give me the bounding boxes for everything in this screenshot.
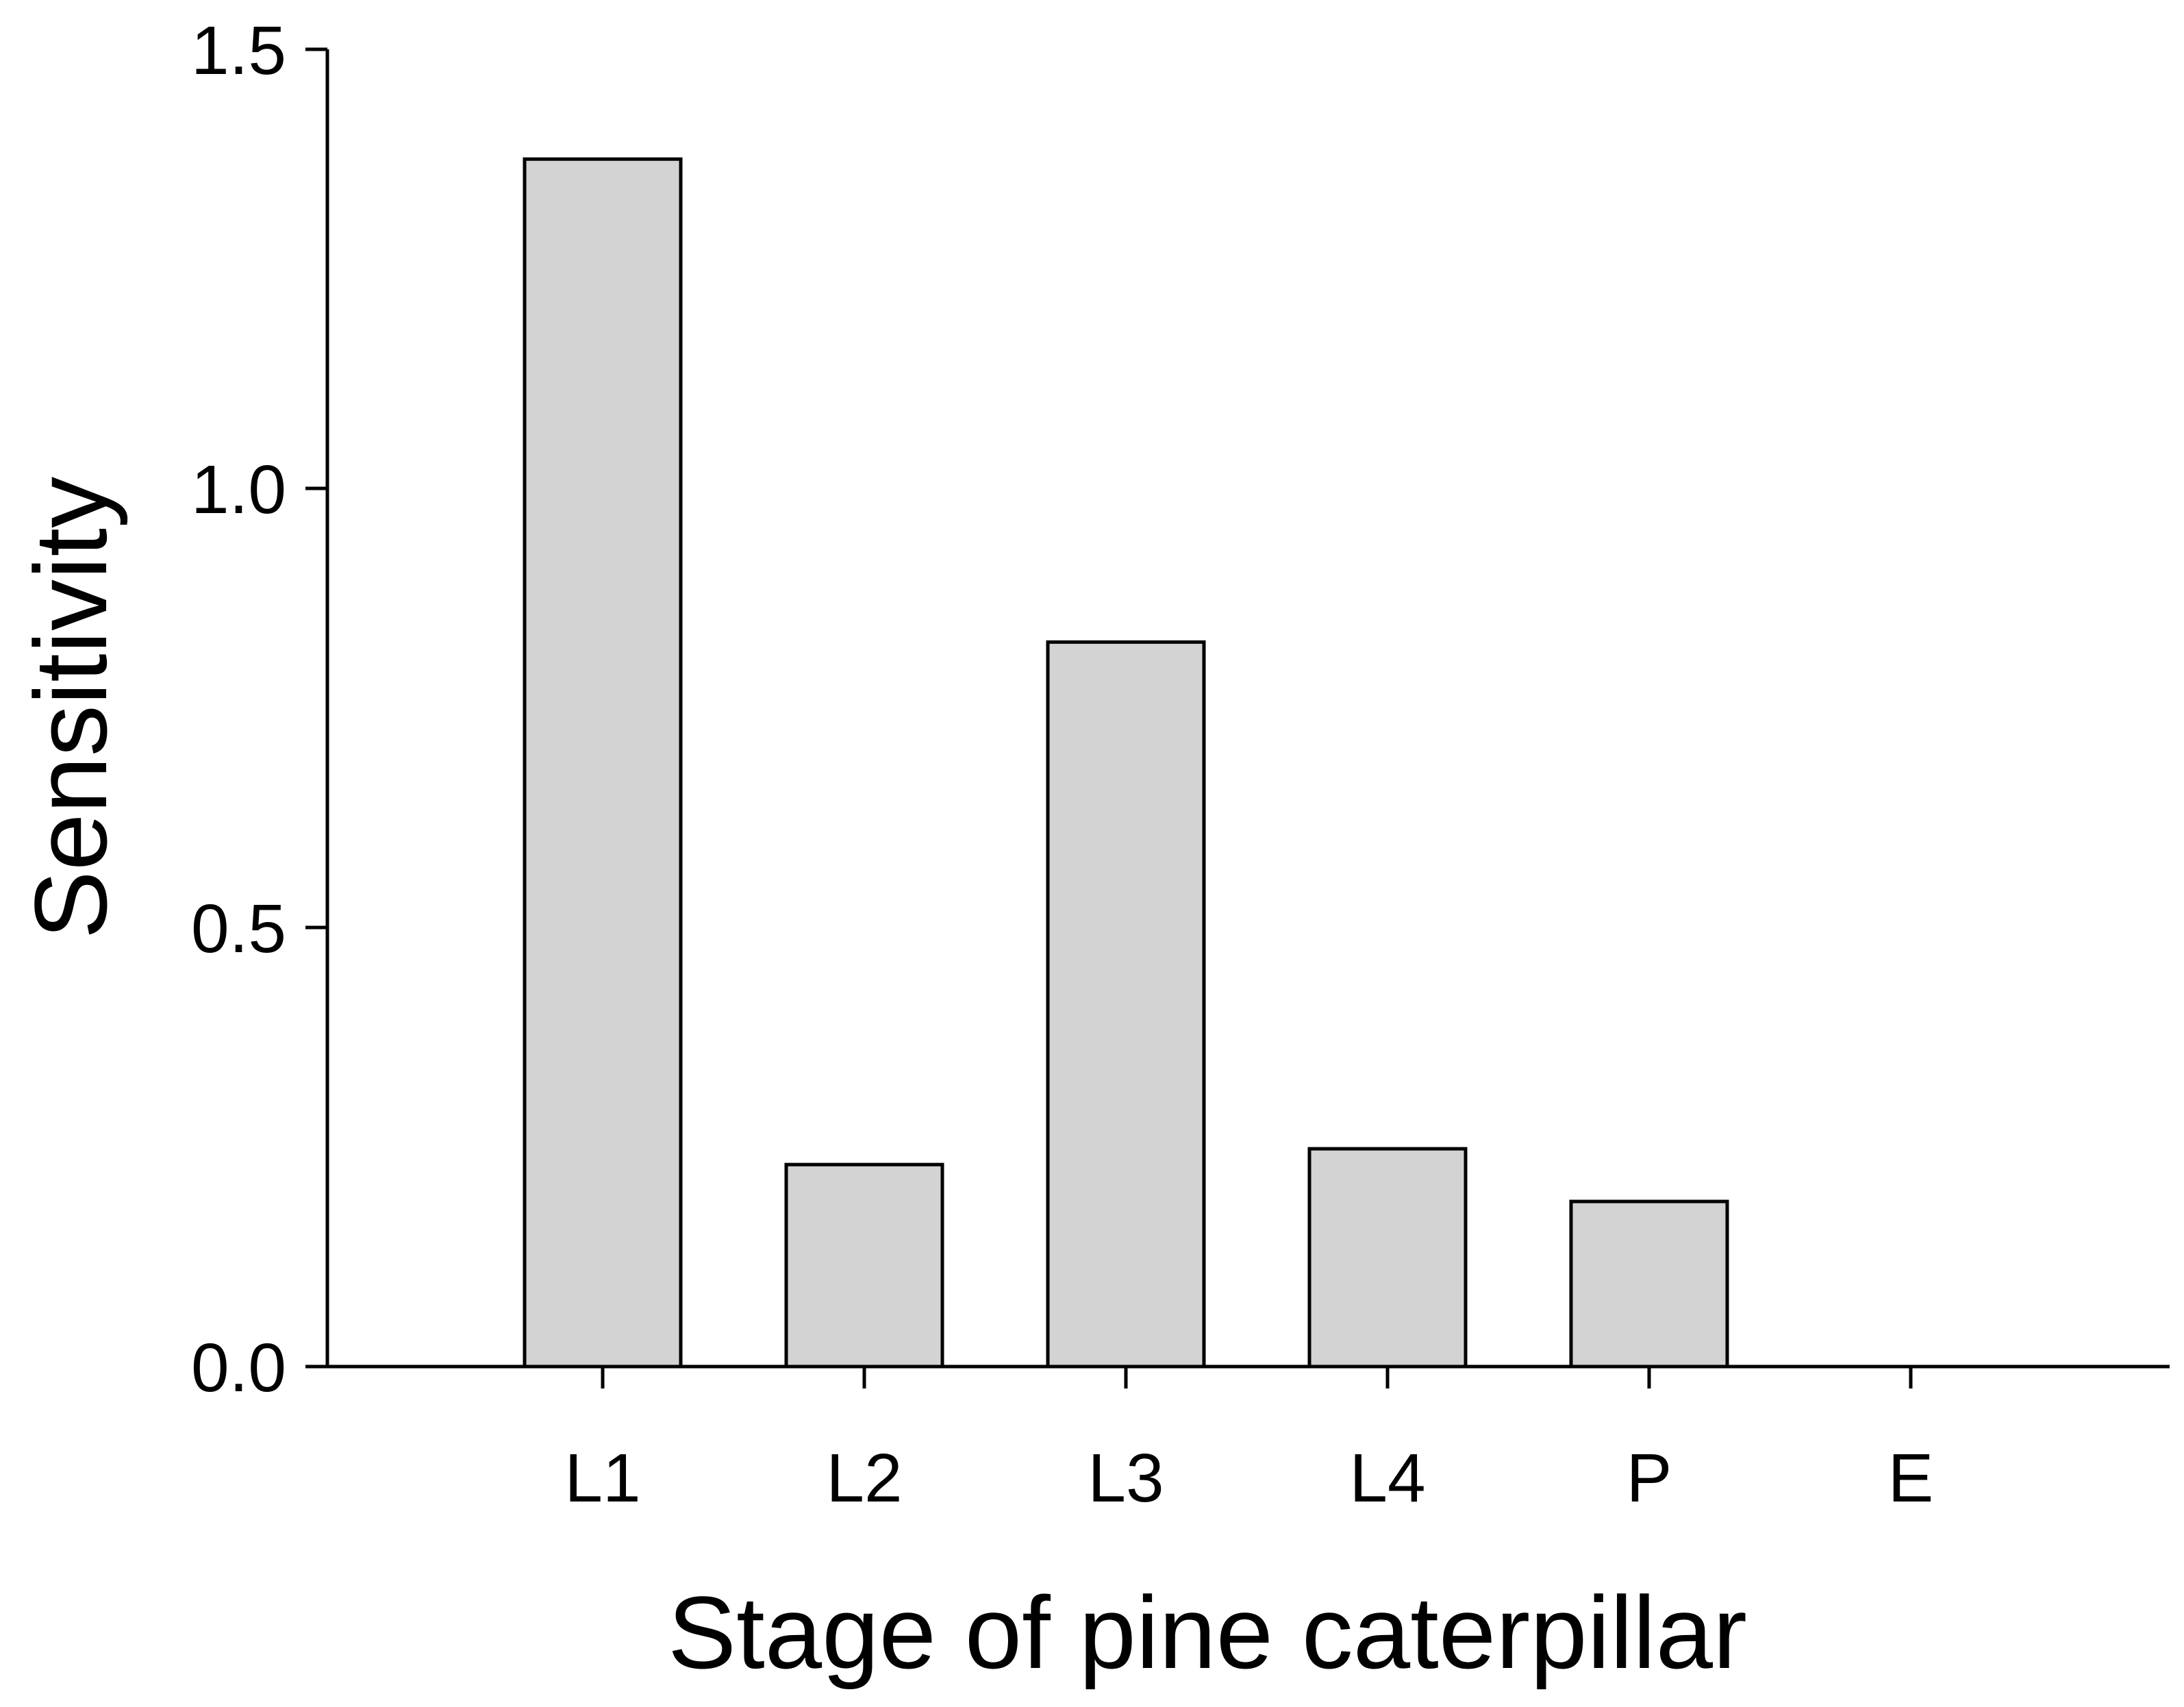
x-tick-label-p: P	[1627, 1440, 1672, 1517]
y-tick-label: 0.0	[191, 1330, 286, 1406]
x-tick-label-e: E	[1888, 1440, 1934, 1517]
bars-group	[523, 157, 1729, 1369]
bar-l2	[784, 1162, 944, 1369]
y-tick-label: 1.0	[191, 451, 286, 528]
y-axis-title: Sensitivity	[13, 477, 128, 939]
x-axis-ticks: L1 L2 L3 L4 P E	[564, 1367, 1933, 1517]
x-tick-label-l1: L1	[564, 1440, 640, 1517]
bar-l1	[523, 157, 683, 1369]
bar-p	[1569, 1199, 1729, 1369]
x-tick-label-l4: L4	[1349, 1440, 1425, 1517]
x-tick-label-l2: L2	[826, 1440, 902, 1517]
y-tick-label: 1.5	[191, 12, 286, 89]
y-tick-label: 0.5	[191, 890, 286, 967]
y-axis-ticks: 0.0 0.5 1.0 1.5	[191, 12, 327, 1406]
bar-l3	[1046, 640, 1206, 1369]
x-axis-title: Stage of pine caterpillar	[668, 1575, 1747, 1690]
bar-l4	[1307, 1147, 1468, 1369]
x-tick-label-l3: L3	[1088, 1440, 1164, 1517]
